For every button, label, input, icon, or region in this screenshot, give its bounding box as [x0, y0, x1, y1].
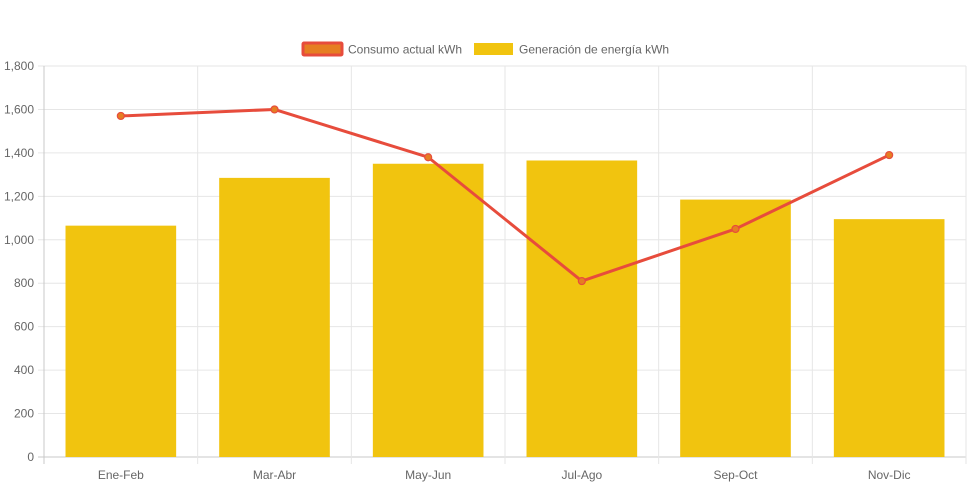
y-tick-label: 600 — [14, 320, 34, 334]
point-consumo[interactable] — [424, 153, 433, 162]
legend-swatch-consumo[interactable] — [301, 41, 344, 57]
y-tick-label: 400 — [14, 363, 34, 377]
point-consumo[interactable] — [885, 150, 894, 160]
point-consumo[interactable] — [731, 224, 740, 234]
bar-generacion[interactable] — [833, 219, 945, 457]
grid-layer — [38, 65, 967, 464]
bars-layer — [65, 160, 945, 457]
bar-generacion[interactable] — [219, 177, 330, 457]
point-consumo[interactable] — [577, 276, 586, 286]
x-tick-label: Nov-Dic — [868, 468, 911, 482]
line-layer — [116, 105, 894, 286]
y-tick-label: 0 — [27, 450, 34, 464]
legend-swatch-generacion[interactable] — [474, 43, 513, 55]
y-tick-label: 800 — [14, 276, 34, 290]
bar-generacion[interactable] — [65, 225, 177, 457]
x-tick-label: Mar-Abr — [253, 468, 296, 482]
y-tick-label: 200 — [14, 407, 34, 421]
line-consumo — [120, 107, 890, 283]
bar-generacion[interactable] — [680, 199, 791, 457]
point-consumo[interactable] — [116, 111, 125, 121]
axis-layer: 0 200 400 600 800 1,000 1,200 1,400 1,600 1,800 En… — [4, 59, 911, 482]
legend-label-generacion[interactable]: Generación de energía kWh — [519, 43, 669, 57]
x-tick-label: Jul-Ago — [561, 468, 602, 482]
y-tick-label: 1,600 — [4, 102, 34, 116]
bar-generacion[interactable] — [526, 160, 638, 457]
legend-label-consumo[interactable]: Consumo actual kWh — [348, 43, 462, 57]
x-tick-label: Sep-Oct — [713, 468, 758, 482]
y-tick-label: 1,400 — [4, 146, 34, 160]
y-tick-label: 1,800 — [4, 59, 34, 73]
point-consumo[interactable] — [270, 105, 279, 114]
y-tick-label: 1,000 — [4, 233, 34, 247]
y-tick-label: 1,200 — [4, 189, 34, 203]
x-tick-label: May-Jun — [405, 468, 451, 482]
x-tick-label: Ene-Feb — [98, 468, 144, 482]
bar-generacion[interactable] — [372, 163, 484, 457]
legend: Consumo actual kWh Generación de energía… — [301, 41, 669, 57]
